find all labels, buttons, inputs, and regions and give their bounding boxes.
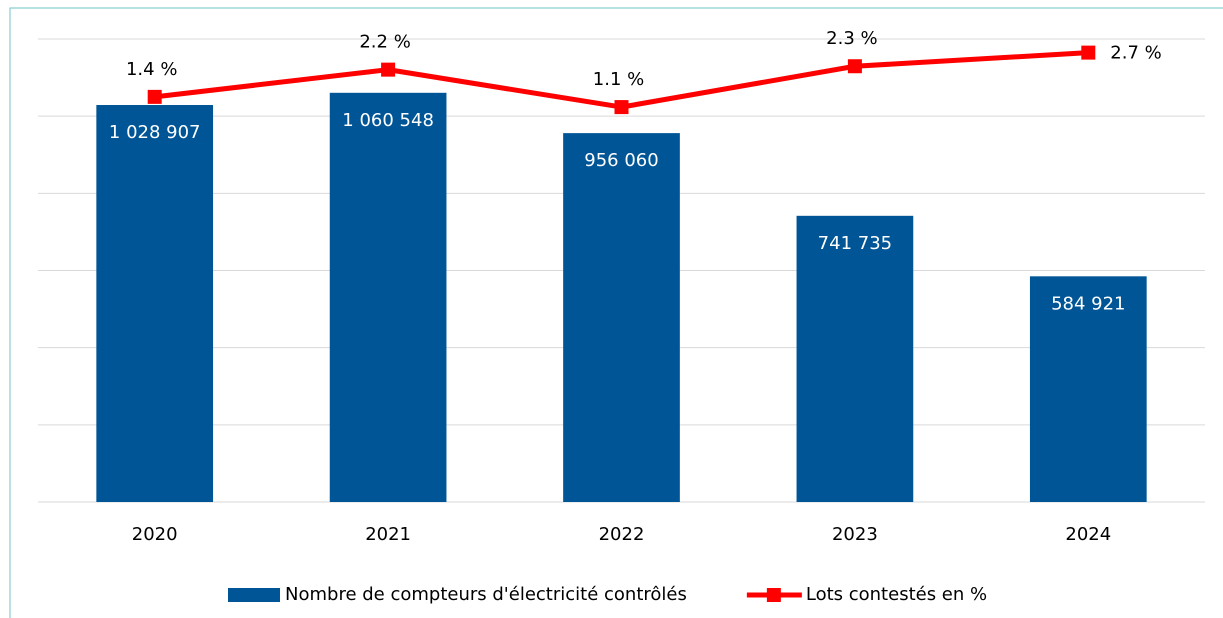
data-label: 1.4 % bbox=[126, 59, 177, 80]
marker bbox=[614, 100, 629, 115]
bar bbox=[96, 105, 214, 503]
data-label: 1 060 548 bbox=[342, 110, 434, 131]
bar bbox=[1029, 276, 1147, 502]
bar bbox=[329, 92, 447, 502]
legend-label: Nombre de compteurs d'électricité contrô… bbox=[285, 584, 687, 605]
data-label: 2.2 % bbox=[359, 32, 410, 53]
bar bbox=[563, 133, 680, 502]
legend-swatch bbox=[228, 588, 280, 602]
x-tick-label: 2021 bbox=[365, 524, 411, 545]
marker bbox=[847, 59, 862, 74]
data-label: 2.3 % bbox=[826, 28, 877, 49]
data-label: 2.7 % bbox=[1110, 43, 1161, 64]
data-label: 956 060 bbox=[584, 150, 658, 171]
marker bbox=[381, 62, 396, 77]
marker bbox=[1081, 45, 1096, 60]
frame bbox=[9, 7, 1223, 618]
data-label: 1 028 907 bbox=[109, 122, 201, 143]
legend-swatch bbox=[766, 588, 781, 602]
data-label: 1.1 % bbox=[593, 69, 644, 90]
bar bbox=[796, 215, 914, 503]
marker bbox=[147, 89, 162, 104]
x-tick-label: 2020 bbox=[132, 524, 178, 545]
x-tick-label: 2023 bbox=[832, 524, 878, 545]
legend-label: Lots contestés en % bbox=[806, 584, 987, 605]
x-tick-label: 2022 bbox=[599, 524, 645, 545]
data-label: 584 921 bbox=[1051, 293, 1125, 314]
x-tick-label: 2024 bbox=[1065, 524, 1111, 545]
data-label: 741 735 bbox=[818, 233, 892, 254]
